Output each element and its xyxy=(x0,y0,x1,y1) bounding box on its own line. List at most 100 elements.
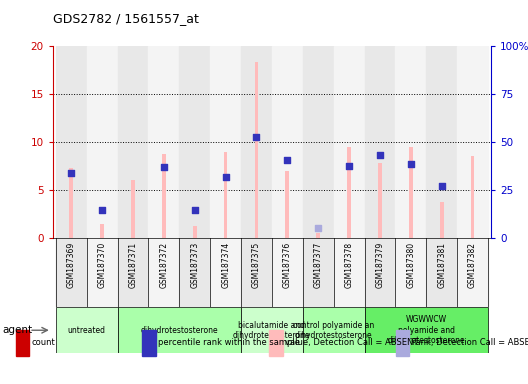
Bar xyxy=(303,46,334,238)
Text: GSM187375: GSM187375 xyxy=(252,242,261,288)
Text: GSM187380: GSM187380 xyxy=(407,242,416,288)
Bar xyxy=(100,223,104,238)
Bar xyxy=(224,152,228,238)
Bar xyxy=(364,46,395,238)
Bar xyxy=(241,46,272,238)
Bar xyxy=(334,238,364,307)
Bar xyxy=(241,307,303,353)
Bar xyxy=(272,238,303,307)
Text: value, Detection Call = ABSENT: value, Detection Call = ABSENT xyxy=(285,338,418,347)
Bar xyxy=(409,147,413,238)
Bar xyxy=(269,330,283,356)
Bar xyxy=(210,238,241,307)
Bar xyxy=(364,307,488,353)
Bar xyxy=(395,46,426,238)
Text: GSM187379: GSM187379 xyxy=(375,242,384,288)
Bar xyxy=(118,238,148,307)
Bar xyxy=(56,46,87,238)
Bar xyxy=(316,233,320,238)
Text: dihydrotestosterone: dihydrotestosterone xyxy=(140,326,218,335)
Bar xyxy=(210,46,241,238)
Bar xyxy=(396,330,410,356)
Bar xyxy=(148,238,180,307)
Bar xyxy=(56,307,118,353)
Text: bicalutamide and
dihydrotestosterone: bicalutamide and dihydrotestosterone xyxy=(233,321,311,340)
Bar xyxy=(56,238,87,307)
Bar xyxy=(56,238,87,307)
Bar xyxy=(303,238,334,307)
Bar xyxy=(378,163,382,238)
Bar xyxy=(118,46,148,238)
Bar xyxy=(180,46,210,238)
Text: GSM187381: GSM187381 xyxy=(437,242,446,288)
Point xyxy=(376,151,384,157)
Point xyxy=(314,224,323,230)
Bar xyxy=(87,46,118,238)
Point xyxy=(191,207,199,214)
Point xyxy=(345,163,353,169)
Bar xyxy=(457,46,488,238)
Point xyxy=(67,170,76,176)
Text: untreated: untreated xyxy=(68,326,106,335)
Text: rank, Detection Call = ABSENT: rank, Detection Call = ABSENT xyxy=(412,338,528,347)
Bar xyxy=(16,330,30,356)
Text: agent: agent xyxy=(3,325,33,335)
Bar xyxy=(193,226,196,238)
Bar xyxy=(426,238,457,307)
Bar xyxy=(457,238,488,307)
Bar xyxy=(180,238,210,307)
Bar xyxy=(395,238,426,307)
Text: GSM187377: GSM187377 xyxy=(314,242,323,288)
Text: GSM187371: GSM187371 xyxy=(128,242,137,288)
Bar xyxy=(210,238,241,307)
Bar xyxy=(334,238,364,307)
Text: GSM187372: GSM187372 xyxy=(159,242,168,288)
Text: GSM187378: GSM187378 xyxy=(345,242,354,288)
Bar xyxy=(347,147,351,238)
Bar xyxy=(241,238,272,307)
Bar xyxy=(272,238,303,307)
Text: GSM187376: GSM187376 xyxy=(283,242,292,288)
Text: GDS2782 / 1561557_at: GDS2782 / 1561557_at xyxy=(53,12,199,25)
Bar xyxy=(148,46,180,238)
Text: GSM187382: GSM187382 xyxy=(468,242,477,288)
Bar xyxy=(440,202,444,238)
Point xyxy=(407,161,415,167)
Bar xyxy=(364,238,395,307)
Bar xyxy=(118,307,241,353)
Bar xyxy=(364,238,395,307)
Bar xyxy=(180,238,210,307)
Bar xyxy=(303,307,364,353)
Bar xyxy=(334,46,364,238)
Bar xyxy=(70,168,73,238)
Bar xyxy=(87,238,118,307)
Bar xyxy=(162,154,166,238)
Bar xyxy=(457,238,488,307)
Text: GSM187369: GSM187369 xyxy=(67,242,76,288)
Point xyxy=(159,164,168,170)
Bar xyxy=(87,238,118,307)
Bar xyxy=(241,238,272,307)
Bar xyxy=(254,62,258,238)
Text: control polyamide an
dihydrotestosterone: control polyamide an dihydrotestosterone xyxy=(293,321,374,340)
Bar xyxy=(118,238,148,307)
Point xyxy=(252,134,261,140)
Bar xyxy=(470,156,474,238)
Point xyxy=(98,207,107,214)
Bar xyxy=(143,330,156,356)
Bar xyxy=(426,238,457,307)
Bar xyxy=(272,46,303,238)
Text: GSM187373: GSM187373 xyxy=(190,242,199,288)
Text: GSM187374: GSM187374 xyxy=(221,242,230,288)
Bar xyxy=(286,171,289,238)
Text: WGWWCW
polyamide and
dihydrotestosterone: WGWWCW polyamide and dihydrotestosterone xyxy=(388,315,465,345)
Point xyxy=(437,183,446,189)
Point xyxy=(221,174,230,180)
Bar xyxy=(131,180,135,238)
Bar xyxy=(426,46,457,238)
Point xyxy=(283,157,291,164)
Text: GSM187370: GSM187370 xyxy=(98,242,107,288)
Bar xyxy=(303,238,334,307)
Bar xyxy=(148,238,180,307)
Bar xyxy=(395,238,426,307)
